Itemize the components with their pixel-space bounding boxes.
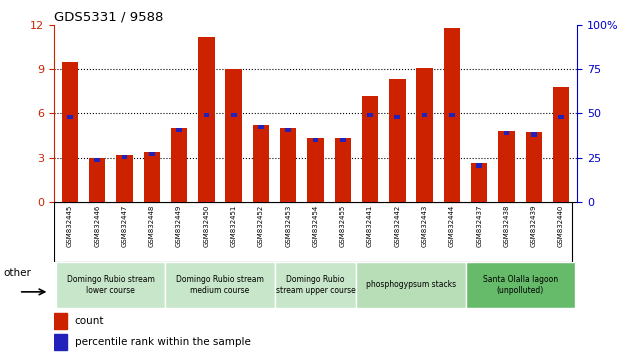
Bar — [476, 164, 482, 167]
Bar — [204, 113, 209, 117]
FancyBboxPatch shape — [466, 262, 575, 308]
Text: GSM832440: GSM832440 — [558, 205, 564, 247]
Bar — [144, 152, 160, 202]
Text: GSM832447: GSM832447 — [122, 205, 127, 247]
Text: Domingo Rubio stream
medium course: Domingo Rubio stream medium course — [176, 275, 264, 295]
Bar — [362, 96, 378, 202]
Bar — [89, 158, 105, 202]
FancyBboxPatch shape — [357, 262, 466, 308]
Bar — [307, 138, 324, 202]
Bar — [498, 131, 515, 202]
Text: GDS5331 / 9588: GDS5331 / 9588 — [54, 11, 163, 24]
Text: GSM832454: GSM832454 — [312, 205, 319, 247]
Text: GSM832444: GSM832444 — [449, 205, 455, 247]
Bar — [280, 128, 297, 202]
Text: GSM832448: GSM832448 — [149, 205, 155, 247]
Bar — [67, 115, 73, 119]
Text: count: count — [74, 316, 104, 326]
Bar — [225, 69, 242, 202]
Bar — [367, 113, 373, 117]
Bar — [231, 113, 237, 117]
FancyBboxPatch shape — [274, 262, 357, 308]
Text: GSM832445: GSM832445 — [67, 205, 73, 247]
Bar — [198, 36, 215, 202]
Bar — [95, 158, 100, 162]
Bar — [553, 87, 569, 202]
Bar — [253, 125, 269, 202]
Text: GSM832450: GSM832450 — [203, 205, 209, 247]
Text: GSM832449: GSM832449 — [176, 205, 182, 247]
Bar — [116, 155, 133, 202]
Bar — [531, 132, 536, 137]
Text: GSM832439: GSM832439 — [531, 205, 537, 247]
Text: percentile rank within the sample: percentile rank within the sample — [74, 337, 251, 348]
Bar — [422, 113, 427, 117]
Text: other: other — [3, 268, 31, 279]
Bar — [285, 128, 291, 132]
Bar — [526, 132, 542, 202]
Text: GSM832438: GSM832438 — [504, 205, 509, 247]
Text: GSM832441: GSM832441 — [367, 205, 373, 247]
Bar — [122, 155, 127, 159]
Text: GSM832437: GSM832437 — [476, 205, 482, 247]
Bar — [558, 115, 564, 119]
FancyBboxPatch shape — [56, 262, 165, 308]
Bar — [444, 28, 460, 202]
Text: GSM832455: GSM832455 — [339, 205, 346, 247]
Text: Domingo Rubio
stream upper course: Domingo Rubio stream upper course — [276, 275, 355, 295]
Text: Santa Olalla lagoon
(unpolluted): Santa Olalla lagoon (unpolluted) — [483, 275, 558, 295]
Text: GSM832442: GSM832442 — [394, 205, 400, 247]
Bar — [54, 334, 67, 350]
Text: GSM832451: GSM832451 — [231, 205, 237, 247]
Bar — [389, 79, 406, 202]
Bar — [394, 115, 400, 119]
Text: GSM832446: GSM832446 — [94, 205, 100, 247]
Bar — [340, 138, 346, 143]
Text: GSM832452: GSM832452 — [258, 205, 264, 247]
Bar — [54, 313, 67, 329]
Bar — [449, 113, 455, 117]
Bar — [504, 131, 509, 135]
Text: Domingo Rubio stream
lower course: Domingo Rubio stream lower course — [67, 275, 155, 295]
Bar — [62, 62, 78, 202]
Bar — [334, 138, 351, 202]
Bar — [416, 68, 433, 202]
Bar — [258, 125, 264, 129]
Text: GSM832443: GSM832443 — [422, 205, 428, 247]
Bar — [176, 128, 182, 132]
Bar — [471, 164, 487, 202]
Text: GSM832453: GSM832453 — [285, 205, 292, 247]
FancyBboxPatch shape — [165, 262, 274, 308]
Bar — [312, 138, 319, 143]
Text: phosphogypsum stacks: phosphogypsum stacks — [366, 280, 456, 290]
Bar — [171, 128, 187, 202]
Bar — [149, 152, 155, 156]
